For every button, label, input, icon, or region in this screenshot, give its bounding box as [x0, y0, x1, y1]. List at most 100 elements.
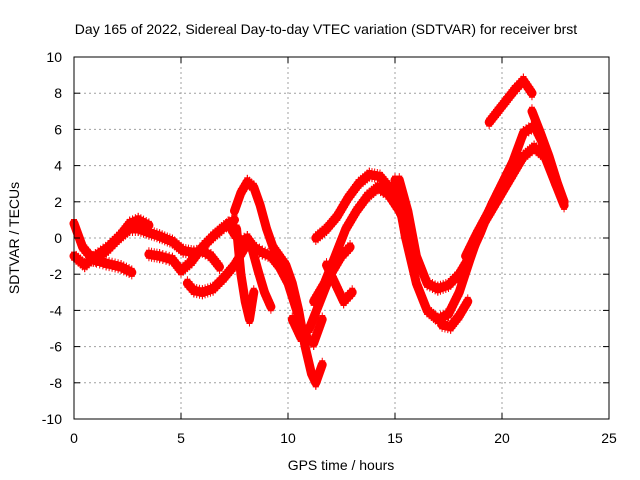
chart-title: Day 165 of 2022, Sidereal Day-to-day VTE… [75, 21, 577, 37]
data-point-marker [99, 263, 106, 270]
data-point-marker [309, 321, 316, 328]
data-point-marker [463, 272, 470, 279]
x-axis-label: GPS time / hours [288, 457, 395, 473]
data-point-marker [313, 335, 320, 342]
data-point-marker [190, 291, 197, 298]
data-point-marker [207, 290, 214, 297]
data-point-marker [464, 302, 471, 309]
data-point-marker [470, 240, 477, 247]
data-point-marker [259, 253, 266, 260]
data-point-marker [335, 248, 342, 255]
data-point-marker [445, 315, 452, 322]
data-point-marker [166, 241, 173, 248]
data-point-marker [493, 196, 500, 203]
data-point-marker [340, 235, 347, 242]
data-point-marker [439, 325, 446, 332]
data-point-marker [316, 305, 323, 312]
y-tick-label: -4 [50, 302, 63, 318]
data-point-marker [423, 308, 430, 315]
data-point-marker [561, 202, 568, 209]
data-point-marker [265, 255, 272, 262]
tick-layer: 0 5 10 15 20 25 -10 -8 -6 -4 -2 0 2 4 6 8 10 [42, 49, 617, 446]
data-point-marker [339, 238, 346, 245]
data-point-marker [469, 243, 476, 250]
data-point-marker [460, 281, 467, 288]
data-point-marker [484, 215, 491, 222]
data-point-marker [492, 199, 499, 206]
data-point-marker [456, 293, 463, 300]
data-point-marker [485, 212, 492, 219]
data-series-arc-16 [437, 294, 473, 334]
data-point-marker [317, 302, 324, 309]
data-point-marker [143, 232, 150, 239]
data-point-marker [103, 264, 110, 271]
data-point-marker [457, 290, 464, 297]
y-tick-label: 8 [54, 85, 62, 101]
data-point-marker [347, 248, 354, 255]
data-point-marker [312, 338, 319, 345]
data-point-marker [338, 240, 345, 247]
data-point-marker [314, 332, 321, 339]
data-point-marker [319, 296, 326, 303]
data-point-marker [466, 248, 473, 255]
data-series-arc-18 [484, 73, 537, 130]
data-point-marker [313, 380, 320, 387]
data-point-marker [453, 298, 460, 305]
data-point-marker [202, 292, 209, 299]
data-series-arc-5 [182, 240, 250, 300]
data-point-marker [164, 240, 171, 247]
data-point-marker [516, 145, 523, 152]
data-point-marker [137, 230, 144, 237]
data-point-marker [559, 199, 566, 206]
data-point-marker [266, 304, 273, 311]
data-point-marker [216, 267, 223, 274]
data-point-marker [463, 254, 470, 261]
x-tick-label: 20 [494, 430, 510, 446]
data-point-marker [424, 284, 431, 291]
data-point-marker [471, 238, 478, 245]
data-point-marker [459, 284, 466, 291]
data-point-marker [441, 326, 448, 333]
data-series-arc-7 [232, 221, 259, 327]
data-point-marker [151, 235, 158, 242]
y-tick-label: -10 [42, 411, 62, 427]
data-point-marker [193, 292, 200, 299]
data-point-marker [161, 239, 168, 246]
data-point-marker [467, 246, 474, 253]
data-point-marker [196, 292, 203, 299]
data-point-marker [318, 368, 325, 375]
data-point-marker [518, 139, 525, 146]
data-point-marker [317, 371, 324, 378]
data-point-marker [334, 251, 341, 258]
data-point-marker [515, 148, 522, 155]
data-point-marker [148, 234, 155, 241]
data-point-marker [450, 304, 457, 311]
data-point-marker [516, 161, 523, 168]
x-tick-label: 10 [280, 430, 296, 446]
data-point-marker [237, 242, 244, 249]
data-point-marker [440, 287, 447, 294]
data-point-marker [204, 291, 211, 298]
data-point-marker [262, 254, 269, 261]
data-point-marker [454, 296, 461, 303]
data-point-marker [166, 259, 173, 266]
data-point-marker [140, 231, 147, 238]
data-point-marker [123, 270, 130, 277]
data-point-marker [307, 326, 314, 333]
data-point-marker [321, 284, 328, 291]
data-point-marker [128, 273, 135, 280]
x-tick-label: 15 [387, 430, 403, 446]
data-point-marker [333, 254, 340, 261]
data-point-marker [462, 257, 469, 264]
data-point-marker [489, 204, 496, 211]
data-point-marker [115, 267, 122, 274]
data-point-marker [329, 262, 336, 269]
data-point-marker [78, 245, 85, 252]
y-tick-label: -2 [50, 266, 63, 282]
data-point-marker [145, 233, 152, 240]
data-point-marker [326, 270, 333, 277]
data-point-marker [336, 246, 343, 253]
data-layer [69, 73, 569, 390]
x-tick-label: 0 [70, 430, 78, 446]
